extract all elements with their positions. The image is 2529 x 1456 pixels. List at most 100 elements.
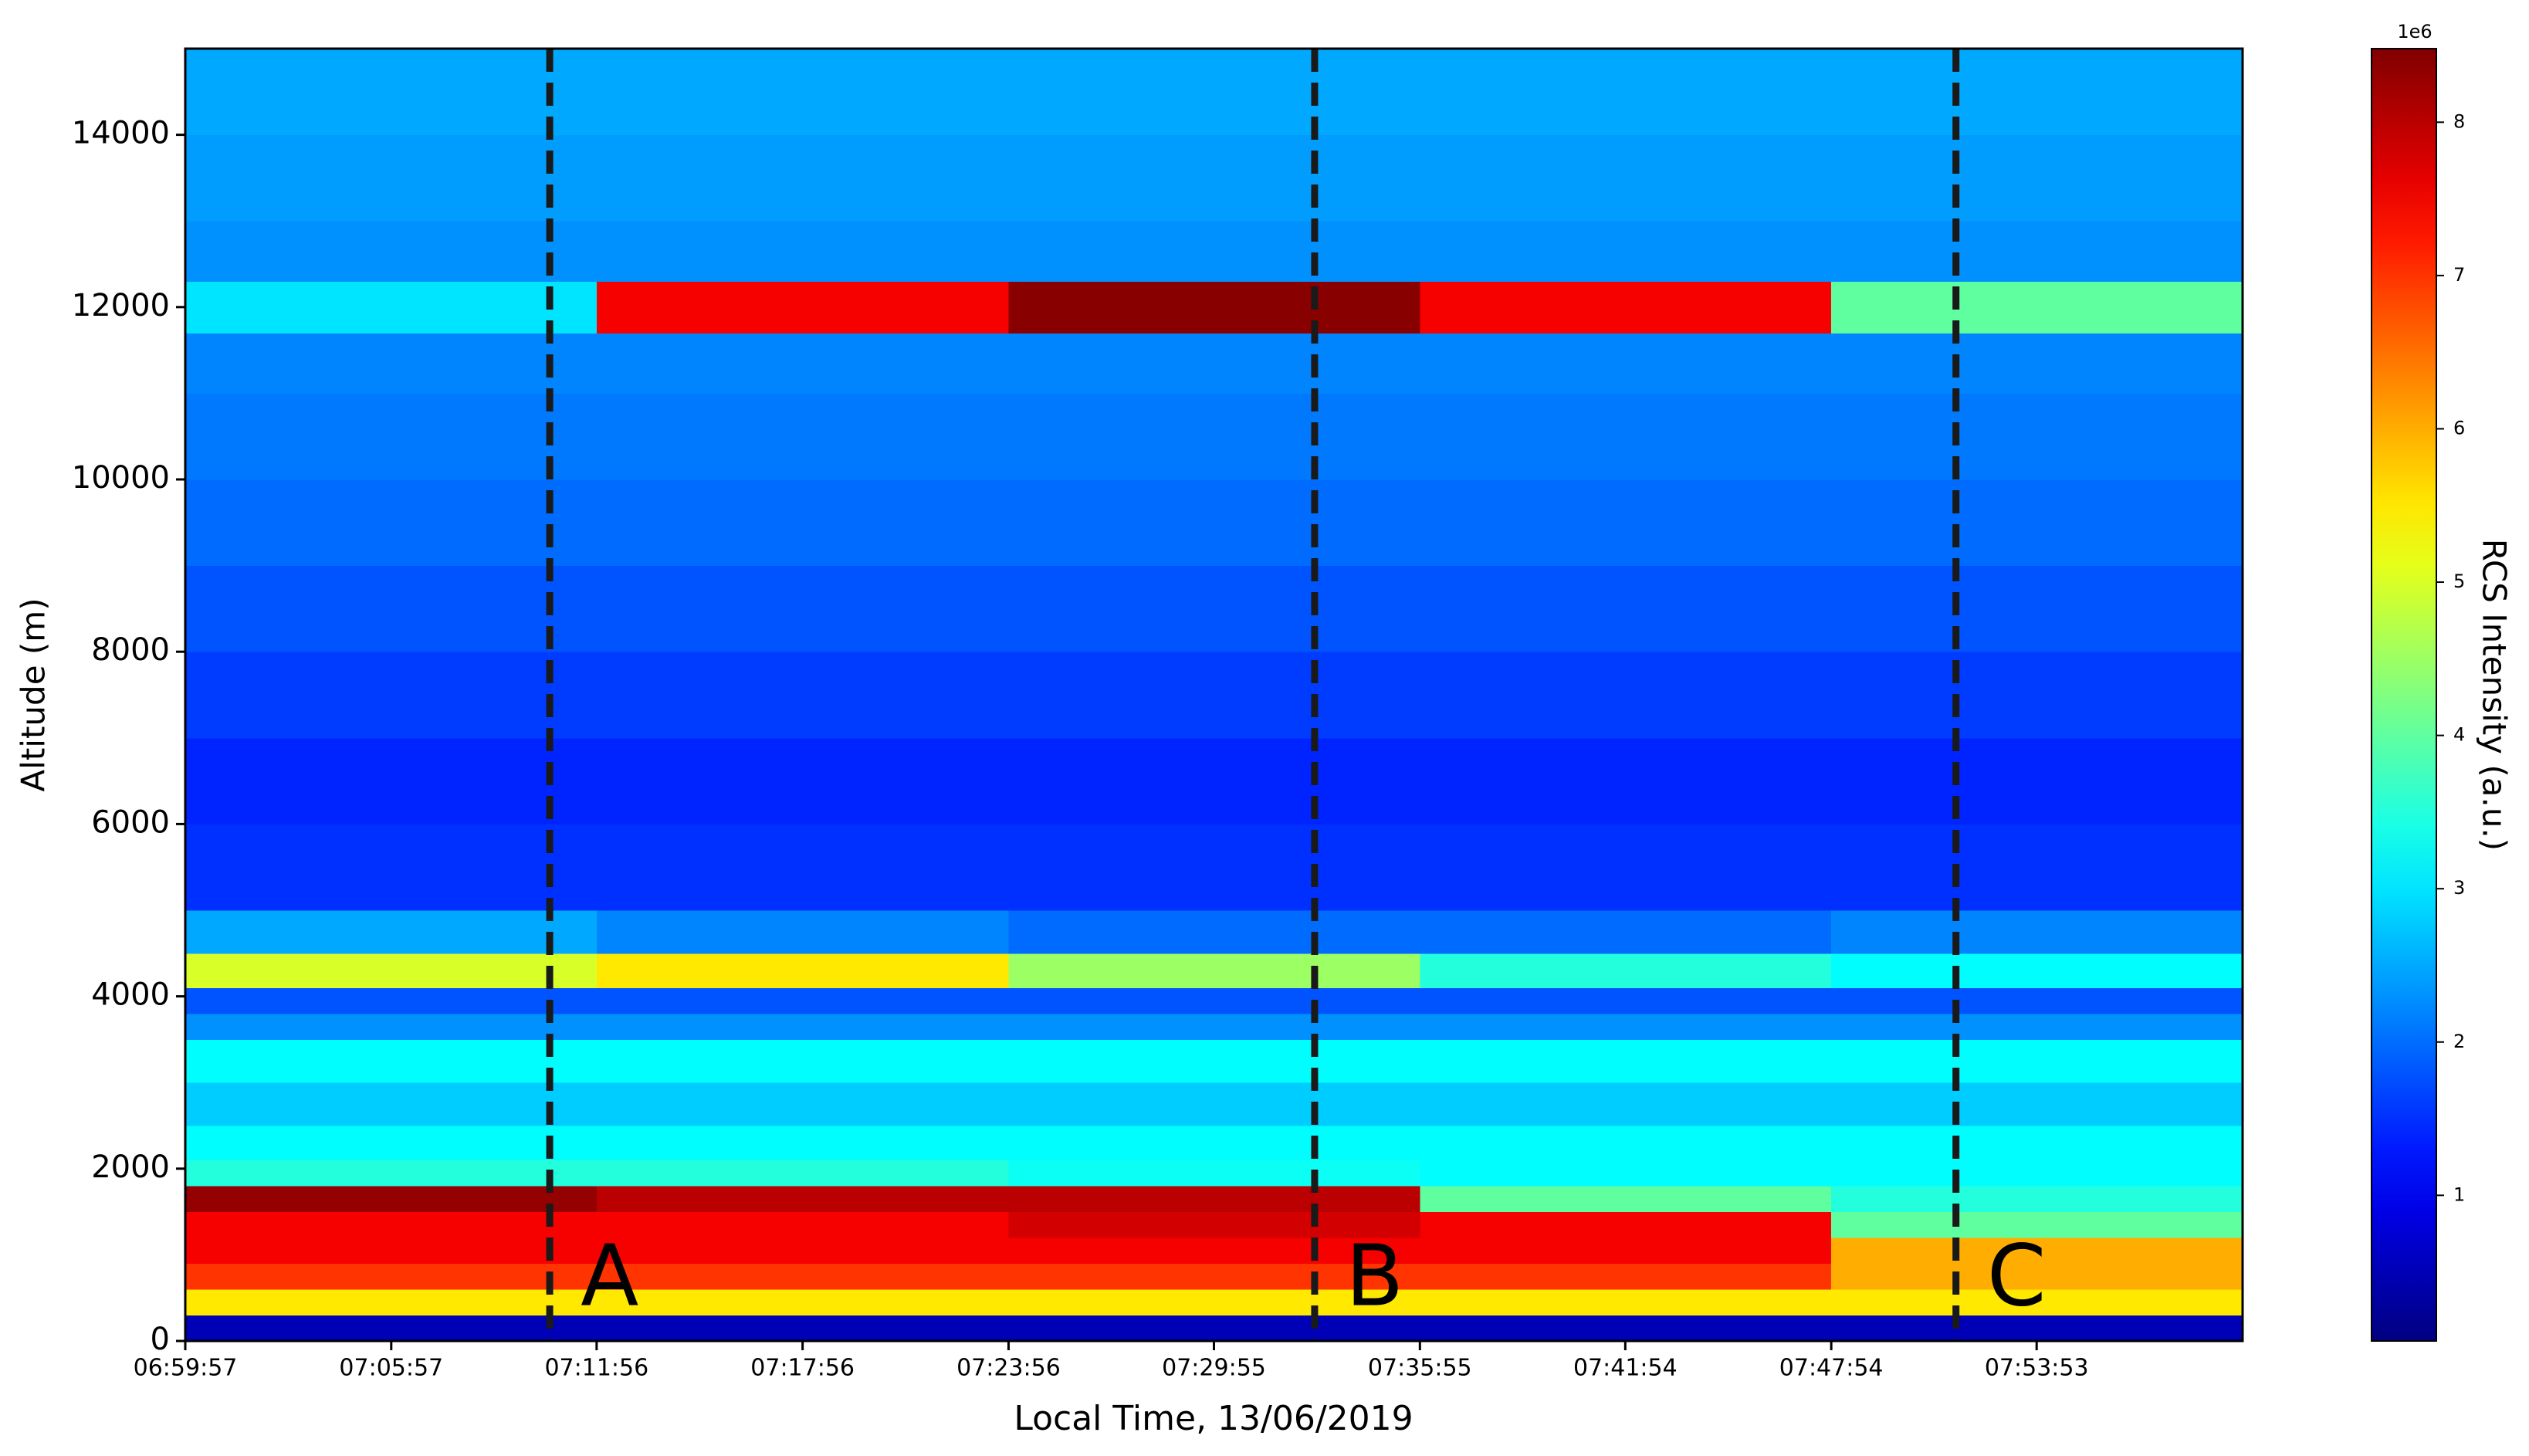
heatmap-cell xyxy=(596,393,1009,480)
heatmap-cell xyxy=(185,1126,598,1161)
x-tick-label: 07:47:54 xyxy=(1779,1355,1884,1382)
x-tick-label: 06:59:57 xyxy=(134,1355,238,1382)
heatmap-cell xyxy=(1008,1315,1420,1342)
heatmap-cell xyxy=(596,1013,1009,1040)
heatmap-cell xyxy=(1831,1039,2243,1083)
heatmap-cell xyxy=(1420,281,1832,334)
heatmap-cell xyxy=(185,333,598,394)
heatmap-cell xyxy=(596,1211,1009,1238)
heatmap-cell xyxy=(1420,652,1832,739)
colorbar-tick-label: 1 xyxy=(2453,1183,2465,1205)
heatmap-cell xyxy=(596,1082,1009,1126)
heatmap-cell xyxy=(185,1315,598,1342)
colorbar-tick-label: 7 xyxy=(2453,264,2465,286)
y-tick-label: 14000 xyxy=(72,116,170,151)
colorbar-tick-label: 8 xyxy=(2453,110,2465,132)
x-tick-label: 07:17:56 xyxy=(750,1355,855,1382)
heatmap-cell xyxy=(185,393,598,480)
heatmap-cell xyxy=(1008,652,1420,739)
colorbar-tick-label: 4 xyxy=(2453,724,2465,746)
heatmap-cell xyxy=(1420,1013,1832,1040)
heatmap-cell xyxy=(596,652,1009,739)
heatmap-cell xyxy=(1420,1160,1832,1187)
heatmap-cell xyxy=(1420,49,1832,136)
heatmap-cell xyxy=(185,1289,598,1316)
heatmap-cell xyxy=(1008,393,1420,480)
heatmap-cell xyxy=(1420,987,1832,1014)
heatmap-cell xyxy=(185,221,598,282)
heatmap-cell xyxy=(185,479,598,567)
heatmap-cell xyxy=(1420,134,1832,222)
heatmap-cell xyxy=(1420,221,1832,282)
heatmap-cell xyxy=(596,1289,1009,1316)
heatmap-cell xyxy=(1831,953,2243,988)
heatmap-cell xyxy=(185,652,598,739)
heatmap-cell xyxy=(1420,910,1832,954)
y-tick-label: 6000 xyxy=(91,804,170,840)
heatmap-cell xyxy=(1831,1126,2243,1161)
colorbar-tick-label: 2 xyxy=(2453,1031,2465,1052)
heatmap-cell xyxy=(1008,1186,1420,1213)
heatmap-cell xyxy=(185,49,598,136)
heatmap-cell xyxy=(185,824,598,911)
colorbar-label: RCS Intensity (a.u.) xyxy=(2476,539,2514,851)
heatmap-cell xyxy=(596,953,1009,988)
y-axis-label: Altitude (m) xyxy=(15,598,52,791)
heatmap-cell xyxy=(1831,652,2243,739)
heatmap-cell xyxy=(1831,221,2243,282)
heatmap-cell xyxy=(1420,393,1832,480)
heatmap-cell xyxy=(596,49,1009,136)
heatmap-cell xyxy=(1008,1211,1420,1238)
heatmap-cell xyxy=(596,565,1009,652)
heatmap-cell xyxy=(1831,1289,2243,1316)
x-tick-label: 07:23:56 xyxy=(956,1355,1061,1382)
x-axis-label: Local Time, 13/06/2019 xyxy=(1014,1399,1413,1438)
heatmap-cell xyxy=(1420,1263,1832,1290)
heatmap-cell xyxy=(1831,1160,2243,1187)
heatmap-cell xyxy=(1008,281,1420,334)
heatmap-cell xyxy=(596,1186,1009,1213)
heatmap-cell xyxy=(596,1160,1009,1187)
heatmap-cell xyxy=(596,281,1009,334)
heatmap-cell xyxy=(1008,134,1420,222)
heatmap-cell xyxy=(1831,565,2243,652)
heatmap-cell xyxy=(1420,953,1832,988)
heatmap-cell xyxy=(596,1126,1009,1161)
heatmap-cell xyxy=(596,1315,1009,1342)
x-tick-label: 07:35:55 xyxy=(1368,1355,1472,1382)
x-tick-label: 07:11:56 xyxy=(544,1355,648,1382)
heatmap-cell xyxy=(185,953,598,988)
heatmap-cell xyxy=(1420,737,1832,825)
y-tick-label: 8000 xyxy=(91,632,170,668)
heatmap-cell xyxy=(1008,1289,1420,1316)
heatmap-cell xyxy=(1420,1039,1832,1083)
heatmap-cell xyxy=(1420,1211,1832,1238)
heatmap-cell xyxy=(185,987,598,1014)
heatmap-cell xyxy=(1831,1315,2243,1342)
heatmap-cell xyxy=(185,1039,598,1083)
heatmap-cell xyxy=(1831,824,2243,911)
heatmap-cell xyxy=(1008,221,1420,282)
heatmap-cell xyxy=(1420,1082,1832,1126)
heatmap-cell xyxy=(1420,565,1832,652)
x-tick-label: 07:41:54 xyxy=(1573,1355,1678,1382)
heatmap-cell xyxy=(1420,824,1832,911)
heatmap-cell xyxy=(1831,393,2243,480)
x-tick-label: 07:05:57 xyxy=(339,1355,443,1382)
heatmap-cell xyxy=(1008,1039,1420,1083)
heatmap-cell xyxy=(1831,1238,2243,1265)
heatmap-cell xyxy=(596,910,1009,954)
heatmap-cell xyxy=(1831,479,2243,567)
heatmap-cell xyxy=(185,1013,598,1040)
y-tick-label: 4000 xyxy=(91,977,170,1013)
colorbar xyxy=(2371,48,2437,1342)
heatmap-cell xyxy=(1008,1082,1420,1126)
heatmap-cell xyxy=(185,1082,598,1126)
heatmap-cell xyxy=(185,281,598,334)
marker-label: C xyxy=(1987,1226,2047,1325)
heatmap-cell xyxy=(596,1238,1009,1265)
heatmap-cell xyxy=(596,824,1009,911)
heatmap-cell xyxy=(1831,1186,2243,1213)
heatmap-cell xyxy=(1008,565,1420,652)
